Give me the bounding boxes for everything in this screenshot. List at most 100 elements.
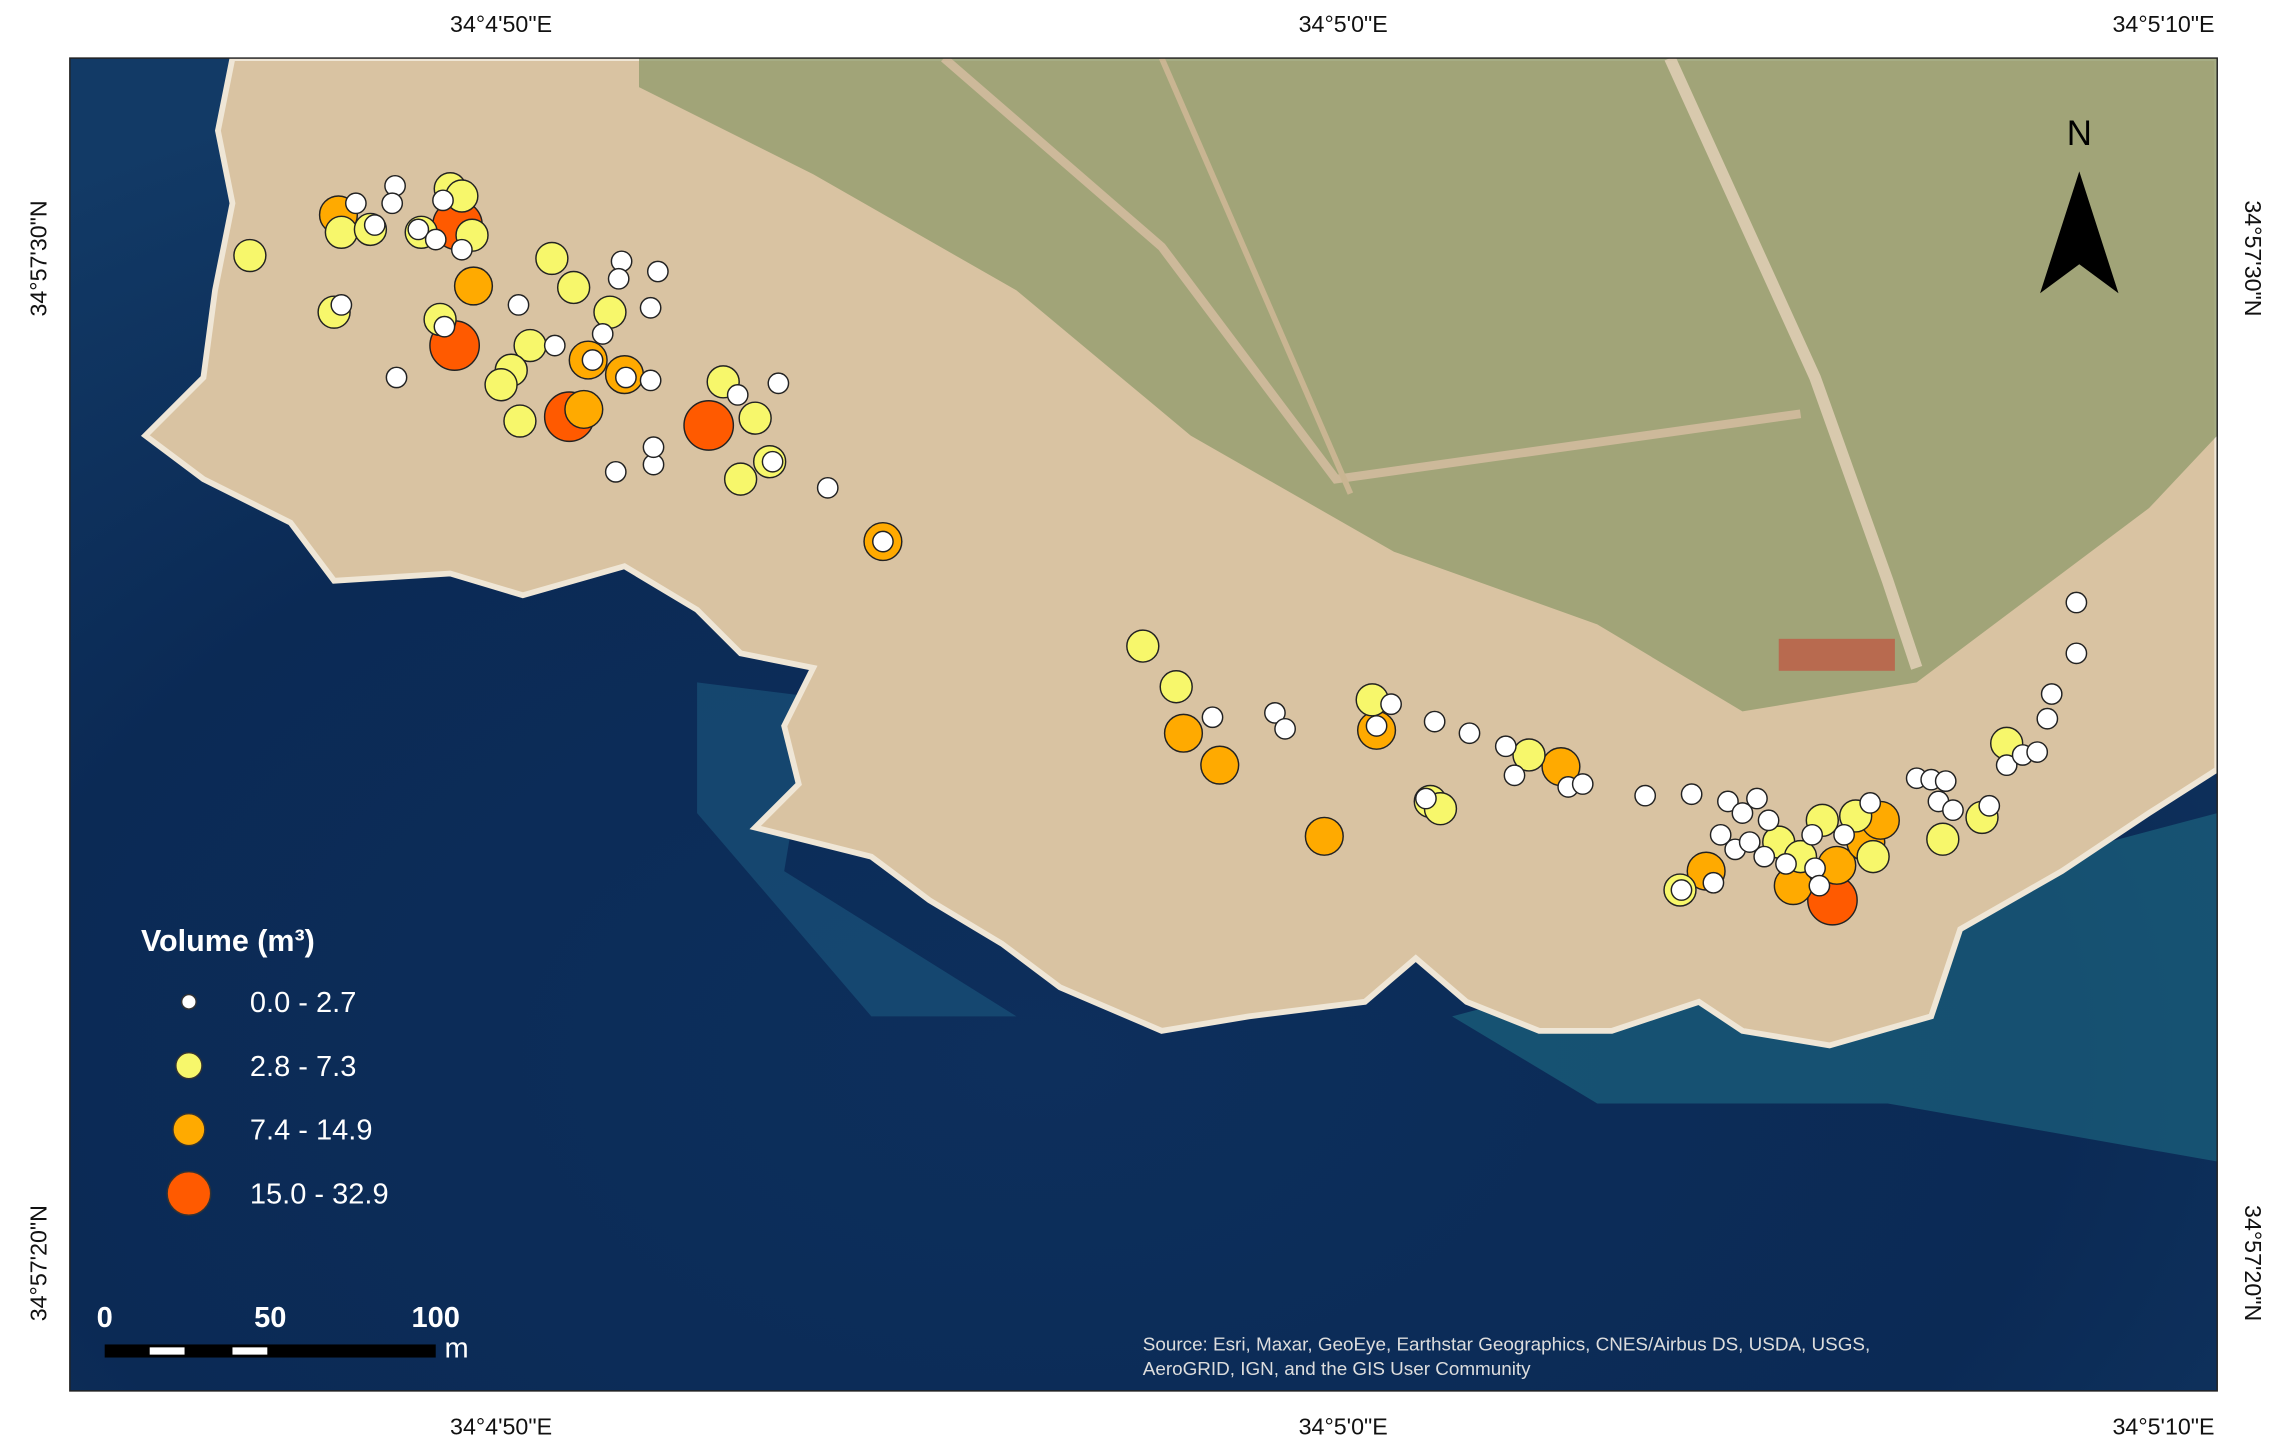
site-point <box>1503 764 1526 787</box>
legend-label: 7.4 - 14.9 <box>250 1115 373 1147</box>
longitude-label: 34°5'10"E <box>2112 11 2214 37</box>
basemap <box>69 58 2218 1391</box>
legend-label: 15.0 - 32.9 <box>250 1179 389 1211</box>
north-label: N <box>2067 114 2092 153</box>
site-point <box>1775 852 1797 875</box>
site-point <box>424 228 447 251</box>
site-point <box>2026 741 2049 763</box>
site-point <box>1978 794 2001 817</box>
site-point <box>639 369 662 392</box>
site-point <box>1995 754 2018 777</box>
site-point <box>1458 722 1481 745</box>
site-point <box>872 530 894 553</box>
legend: Volume (m³) 0.0 - 2.7 2.8 - 7.3 7.4 - 14.9… <box>141 924 389 1216</box>
site-point <box>1512 738 1546 772</box>
scale-label: 0 <box>97 1302 113 1334</box>
latitude-label: 34°57'20"N <box>2240 1205 2266 1321</box>
legend-title: Volume (m³) <box>141 924 315 958</box>
site-point <box>484 368 518 402</box>
site-point <box>564 389 604 430</box>
site-point <box>1757 809 1780 832</box>
site-point <box>1709 823 1732 846</box>
site-point <box>407 218 430 241</box>
site-point <box>453 266 494 306</box>
latitude-label: 34°57'30"N <box>26 200 52 316</box>
site-point <box>1159 670 1193 704</box>
site-point <box>1126 629 1160 663</box>
north-arrow: N <box>2040 114 2119 294</box>
site-point <box>642 436 665 459</box>
site-point <box>363 214 386 236</box>
site-point <box>1264 701 1286 724</box>
scale-unit: m <box>444 1333 468 1365</box>
site-point <box>1746 787 1768 810</box>
site-point <box>1423 710 1446 733</box>
site-point <box>543 334 566 357</box>
site-point <box>1859 792 1882 814</box>
scale-bar: 0 50 100 m <box>97 1302 469 1364</box>
site-point <box>1670 879 1693 901</box>
site-point <box>1380 693 1402 716</box>
site-point <box>591 323 614 345</box>
source-text: AeroGRID, IGN, and the GIS User Communit… <box>1143 1358 1531 1379</box>
site-point <box>556 270 591 305</box>
longitude-label: 34°4'50"E <box>450 11 552 37</box>
map-frame <box>69 57 2218 1392</box>
longitude-label: 34°5'0"E <box>1299 11 1388 37</box>
site-point <box>1801 823 1824 846</box>
site-point <box>1200 745 1240 785</box>
site-point <box>1731 802 1754 824</box>
site-point <box>1163 713 1204 753</box>
site-point <box>507 294 530 316</box>
site-point <box>683 399 735 451</box>
legend-symbol <box>166 1170 212 1216</box>
site-point <box>385 366 408 389</box>
latitude-label: 34°57'20"N <box>26 1205 52 1321</box>
site-point <box>2036 707 2059 730</box>
legend-label: 2.8 - 7.3 <box>250 1051 356 1083</box>
site-point <box>1415 787 1437 810</box>
site-point <box>2065 591 2088 614</box>
site-point <box>1702 871 1725 894</box>
latitude-label: 34°57'30"N <box>2240 200 2266 316</box>
site-point <box>324 215 359 250</box>
site-point <box>433 315 456 338</box>
site-point <box>1717 790 1739 813</box>
site-point <box>1201 706 1224 729</box>
site-point <box>1942 799 1964 822</box>
site-point <box>1833 823 1855 846</box>
site-point <box>726 384 749 406</box>
site-point <box>639 296 662 319</box>
site-point <box>233 238 267 273</box>
site-point <box>1571 773 1594 795</box>
site-point <box>761 450 784 473</box>
site-point <box>535 241 569 276</box>
site-point <box>607 267 630 290</box>
longitude-label: 34°5'10"E <box>2112 1413 2214 1439</box>
site-point <box>646 260 669 283</box>
source-text: Source: Esri, Maxar, GeoEye, Earthstar G… <box>1143 1333 1870 1354</box>
site-point <box>432 189 454 212</box>
site-point <box>1274 717 1296 740</box>
site-point <box>503 404 537 438</box>
site-point <box>1856 839 1890 874</box>
scale-label: 50 <box>254 1302 286 1334</box>
site-point <box>593 295 627 329</box>
site-point <box>615 366 637 389</box>
legend-symbol <box>175 1051 203 1080</box>
site-point <box>1365 715 1388 737</box>
site-point <box>767 372 790 395</box>
site-point <box>604 460 627 483</box>
site-point <box>816 476 839 499</box>
site-point <box>2065 642 2088 665</box>
legend-symbol <box>172 1112 206 1147</box>
site-point <box>1926 822 1960 856</box>
site-point <box>330 294 353 316</box>
legend-symbol <box>180 993 197 1010</box>
site-point <box>1304 816 1344 856</box>
site-points <box>233 172 2088 926</box>
site-point <box>2040 683 2063 705</box>
longitude-label: 34°4'50"E <box>450 1413 552 1439</box>
site-point <box>1634 784 1657 807</box>
